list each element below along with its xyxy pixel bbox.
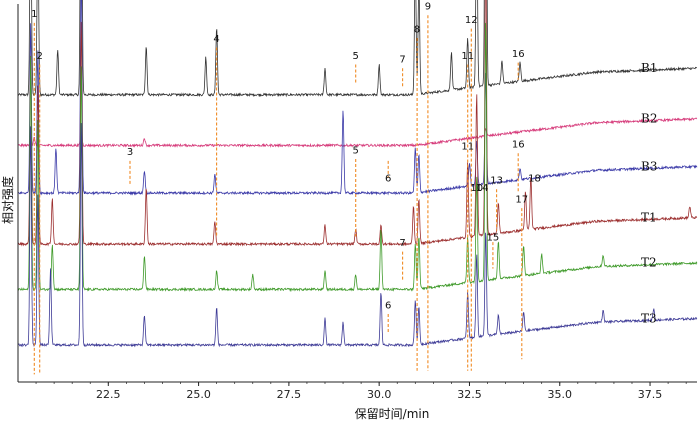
plot-area [17, 0, 698, 348]
peak-label-6: 6 [385, 174, 391, 185]
peak-label-16: 16 [512, 140, 525, 151]
peak-label-5: 5 [353, 145, 359, 156]
series-line-t2 [17, 22, 698, 293]
peak-label-12: 12 [465, 15, 478, 26]
peak-label-16: 16 [512, 49, 525, 60]
peak-label-18: 18 [528, 174, 541, 185]
marker-layer [33, 15, 523, 375]
series-line-t3 [17, 123, 698, 348]
series-label-t2: T2 [641, 256, 657, 270]
x-tick-label: 27.5 [277, 388, 302, 401]
x-tick-label: 32.5 [457, 388, 482, 401]
x-axis: 22.5 25.0 27.5 30.0 32.5 35.0 37.5 [17, 4, 697, 401]
x-axis-label: 保留时间/min [355, 407, 430, 421]
x-tick-label: 35.0 [548, 388, 573, 401]
series-line-b3 [17, 0, 698, 196]
label-layer: B1B2B3T1T2T31234557766891111121014131516… [31, 2, 657, 326]
peak-label-11: 11 [461, 142, 474, 153]
peak-label-6: 6 [385, 300, 391, 311]
series-label-b2: B2 [641, 112, 657, 126]
peak-label-8: 8 [414, 24, 420, 35]
series-label-b3: B3 [641, 159, 657, 173]
series-line-b1 [17, 0, 698, 98]
series-label-t3: T3 [641, 311, 657, 325]
peak-label-13: 13 [490, 176, 503, 187]
peak-label-9: 9 [425, 2, 431, 13]
series-label-t1: T1 [641, 210, 657, 224]
peak-label-11: 11 [461, 51, 474, 62]
peak-label-1: 1 [31, 9, 37, 20]
peak-label-2: 2 [37, 51, 43, 62]
peak-label-10: 10 [470, 183, 483, 194]
peak-label-5: 5 [353, 51, 359, 62]
peak-label-15: 15 [487, 232, 500, 243]
x-tick-label: 25.0 [186, 388, 211, 401]
peak-label-3: 3 [127, 147, 133, 158]
peak-label-4: 4 [213, 34, 219, 45]
x-tick-label: 22.5 [96, 388, 121, 401]
y-axis-label: 相对强度 [0, 176, 15, 224]
x-tick-label: 37.5 [638, 388, 663, 401]
series-line-t1 [17, 0, 698, 247]
peak-label-17: 17 [515, 195, 528, 206]
series-label-b1: B1 [641, 61, 657, 75]
x-tick-label: 30.0 [367, 388, 392, 401]
peak-label-7: 7 [399, 238, 405, 249]
peak-label-14: 14 [476, 183, 489, 194]
series-line-b2 [17, 117, 698, 148]
peak-label-7: 7 [399, 55, 405, 66]
